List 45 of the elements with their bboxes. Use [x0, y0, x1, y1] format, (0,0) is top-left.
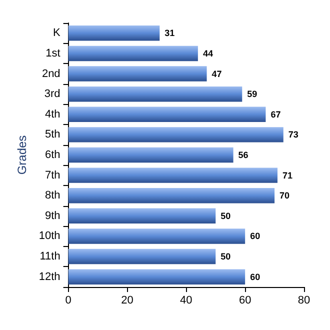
y-tick-label: 10th	[38, 230, 60, 242]
bar	[68, 147, 234, 163]
bar	[68, 106, 266, 122]
y-tick-label: 6th	[45, 149, 60, 161]
data-label: 73	[288, 130, 298, 140]
y-tick-label: 4th	[45, 108, 60, 120]
data-label: 71	[282, 170, 292, 180]
data-label: 31	[164, 28, 175, 38]
bar	[68, 168, 278, 183]
y-tick-label: 1st	[46, 47, 60, 60]
y-axis-title: Grades	[15, 135, 29, 175]
data-label: 60	[250, 272, 260, 282]
y-tick-label: 5th	[45, 128, 60, 141]
data-label: 50	[220, 210, 231, 221]
data-label: 50	[220, 252, 231, 262]
x-tick-label: 40	[180, 294, 192, 306]
bar	[68, 228, 246, 244]
bar	[68, 208, 216, 224]
data-label: 60	[250, 231, 260, 242]
y-tick-label: 2nd	[42, 68, 60, 80]
y-tick-label: 11th	[40, 250, 60, 263]
x-tick-label: 60	[238, 294, 252, 306]
data-label: 70	[280, 190, 290, 201]
data-label: 47	[212, 68, 222, 79]
bar	[68, 248, 216, 264]
bar	[68, 86, 242, 102]
bar	[68, 188, 275, 204]
data-label: 56	[238, 150, 248, 160]
y-tick-label: 9th	[45, 210, 60, 222]
data-label: 59	[247, 89, 258, 100]
x-tick-label: 20	[121, 294, 134, 306]
x-tick-label: 0	[65, 294, 72, 306]
y-tick-label: 8th	[45, 190, 60, 202]
bar	[68, 269, 246, 284]
bar	[68, 26, 160, 41]
y-tick-label: 7th	[45, 169, 60, 182]
x-tick-label: 80	[298, 294, 310, 306]
y-tick-label: 3rd	[44, 88, 60, 100]
bar	[68, 66, 207, 82]
data-label: 67	[270, 109, 281, 120]
data-label: 44	[202, 48, 213, 58]
y-tick-label: K	[52, 27, 61, 40]
y-tick-label: 12th	[38, 270, 60, 283]
bar	[68, 46, 198, 62]
bar	[68, 127, 284, 142]
